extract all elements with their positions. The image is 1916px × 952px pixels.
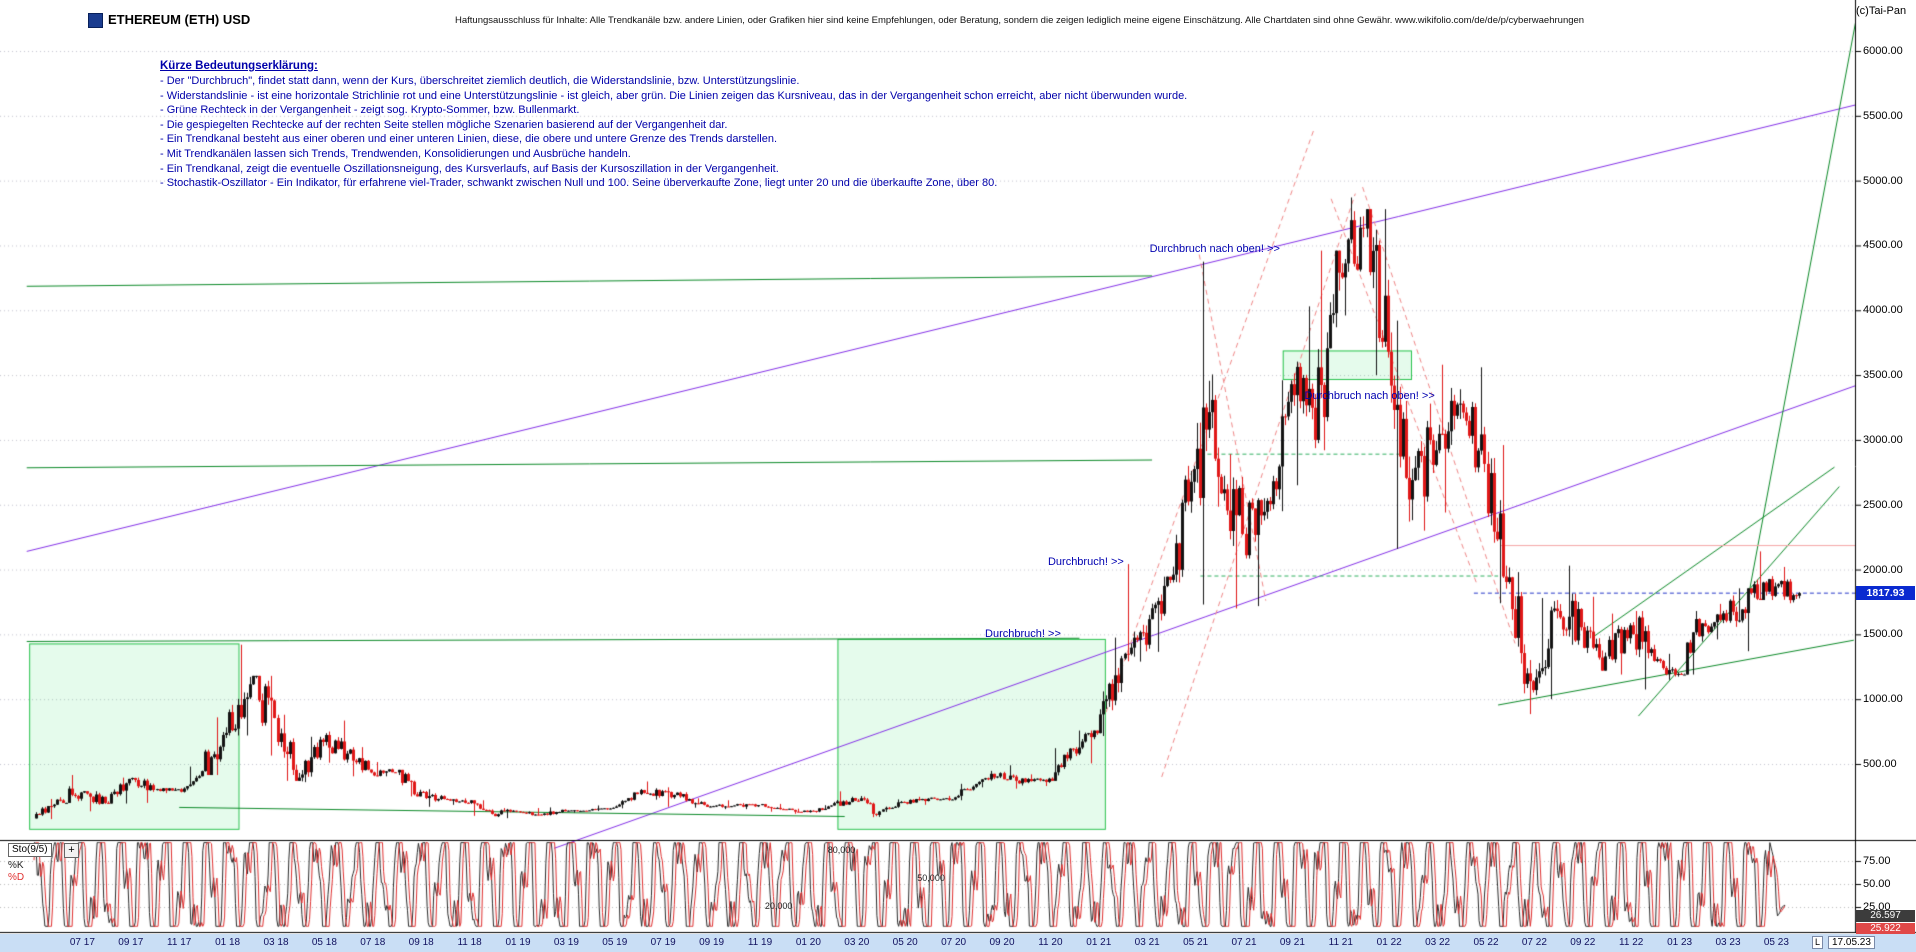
date-axis-label: 03 20 xyxy=(844,937,870,948)
legend-line: - Ein Trendkanal, zeigt die eventuelle O… xyxy=(160,162,779,175)
legend-line: - Ein Trendkanal besteht aus einer obere… xyxy=(160,133,778,146)
date-axis-label: 01 19 xyxy=(505,937,531,948)
date-axis-label: 05 22 xyxy=(1473,937,1499,948)
expand-indicator-button[interactable]: + xyxy=(64,843,79,858)
legend-line: - Mit Trendkanälen lassen sich Trends, T… xyxy=(160,147,631,160)
disclaimer-text: Haftungsausschluss für Inhalte: Alle Tre… xyxy=(455,15,1585,26)
price-axis-label: 500.00 xyxy=(1863,757,1897,770)
date-axis-label: 11 21 xyxy=(1328,937,1353,948)
price-axis-label: 6000.00 xyxy=(1863,45,1903,57)
date-axis-label: 01 23 xyxy=(1667,937,1693,948)
price-axis-label: 4000.00 xyxy=(1863,304,1903,317)
date-axis-label: 07 22 xyxy=(1521,937,1547,948)
last-bar-marker: L xyxy=(1812,936,1824,949)
stochastic-indicator-label[interactable]: Sto(9/5) xyxy=(8,843,52,857)
date-axis-label: 03 23 xyxy=(1715,937,1741,948)
date-axis-label: 03 22 xyxy=(1425,937,1451,948)
price-axis-label: 2500.00 xyxy=(1863,498,1903,511)
date-axis-label: 05 21 xyxy=(1183,937,1209,948)
date-axis-label: 07 19 xyxy=(650,937,676,948)
stochastic-d-label: %D xyxy=(8,872,25,883)
last-date-label: 17.05.23 xyxy=(1828,936,1875,949)
date-axis-label: 09 18 xyxy=(408,937,434,948)
price-axis-label: 4500.00 xyxy=(1863,239,1903,252)
date-axis-label: 05 20 xyxy=(892,937,918,948)
date-axis-label: 07 21 xyxy=(1231,937,1257,948)
price-axis-label: 1000.00 xyxy=(1863,693,1903,706)
stochastic-axis-label: 50.00 xyxy=(1863,878,1891,890)
stochastic-level-label: 20,000 xyxy=(764,900,793,911)
date-axis-label: 07 18 xyxy=(360,937,386,948)
legend-lines: - Der "Durchbruch", findet statt dann, w… xyxy=(160,74,1187,191)
date-axis-label: 09 19 xyxy=(699,937,725,948)
date-axis-label: 05 19 xyxy=(602,937,628,948)
annotation-durchbruch: Durchbruch nach oben! >> xyxy=(1304,389,1435,402)
stochastic-d-value-badge: 25.922 xyxy=(1856,923,1915,935)
date-axis-label: 05 23 xyxy=(1763,937,1789,948)
price-axis-label: 3500.00 xyxy=(1863,369,1903,382)
price-axis-label: 3000.00 xyxy=(1863,433,1903,446)
stochastic-k-value-badge: 26.597 xyxy=(1856,910,1915,922)
stochastic-level-label: 80,000 xyxy=(827,845,856,856)
date-axis-label: 01 22 xyxy=(1376,937,1402,948)
date-axis[interactable]: 07 17 09 17 11 17 01 18 03 18 05 18 07 18 09 18… xyxy=(0,934,1916,952)
date-axis-label: 09 22 xyxy=(1570,937,1596,948)
date-axis-label: 01 20 xyxy=(795,937,821,948)
stochastic-level-label: 50,000 xyxy=(917,873,945,883)
legend-block: Kürze Bedeutungserklärung: - Der "Durchb… xyxy=(160,60,1187,191)
date-axis-label: 01 21 xyxy=(1086,937,1112,948)
stochastic-axis-label: 75.00 xyxy=(1863,855,1891,867)
stochastic-k-label: %K xyxy=(8,860,24,871)
price-axis-label: 1500.00 xyxy=(1863,628,1903,641)
date-axis-label: 07 17 xyxy=(69,937,95,948)
date-axis-label: 11 17 xyxy=(167,937,192,948)
date-axis-label: 01 18 xyxy=(215,937,241,948)
copyright-label: (c)Tai-Pan xyxy=(1856,5,1907,17)
date-axis-label: 05 18 xyxy=(311,937,337,948)
date-axis-label: 09 21 xyxy=(1279,937,1305,948)
date-axis-label: 09 17 xyxy=(118,937,144,948)
date-axis-label: 03 19 xyxy=(553,937,579,948)
price-axis-label: 5000.00 xyxy=(1863,174,1903,187)
date-axis-label: 09 20 xyxy=(989,937,1015,948)
annotation-durchbruch: Durchbruch nach oben! >> xyxy=(1149,243,1280,256)
date-axis-label: 11 20 xyxy=(1038,937,1063,948)
price-axis-label: 5500.00 xyxy=(1863,109,1903,122)
date-axis-label: 03 21 xyxy=(1134,937,1160,948)
legend-line: - Die gespiegelten Rechtecke auf der rec… xyxy=(160,118,728,131)
date-axis-label: 11 18 xyxy=(457,937,482,948)
legend-line: - Der "Durchbruch", findet statt dann, w… xyxy=(160,75,800,87)
date-axis-label: 11 19 xyxy=(747,937,773,948)
instrument-title: ETHEREUM (ETH) USD xyxy=(108,12,251,27)
annotation-durchbruch: Durchbruch! >> xyxy=(985,628,1061,641)
legend-heading: Kürze Bedeutungserklärung: xyxy=(160,60,318,72)
last-price-badge: 1817.93 xyxy=(1856,586,1915,601)
legend-line: - Stochastik-Oszillator - Ein Indikator,… xyxy=(160,177,998,190)
legend-line: - Widerstandslinie - ist eine horizontal… xyxy=(160,89,1188,102)
legend-line: - Grüne Rechteck in der Vergangenheit - … xyxy=(160,104,580,117)
date-axis-label: 11 22 xyxy=(1619,937,1644,948)
date-axis-label: 07 20 xyxy=(941,937,967,948)
annotation-durchbruch: Durchbruch! >> xyxy=(1047,555,1124,568)
price-axis-label: 2000.00 xyxy=(1863,563,1903,576)
app-icon xyxy=(88,13,103,28)
date-axis-label: 03 18 xyxy=(263,937,289,948)
